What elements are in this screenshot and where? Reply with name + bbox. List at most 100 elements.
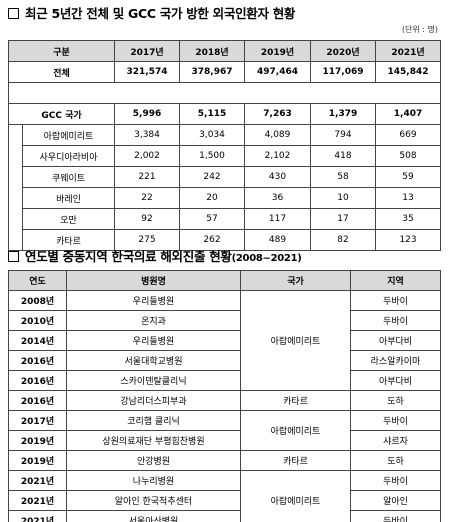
value-cell: 221 bbox=[114, 166, 180, 188]
table1-gcc-row: GCC 국가 5,996 5,115 7,263 1,379 1,407 bbox=[8, 103, 441, 125]
section1-title-text: 최근 5년간 전체 및 GCC 국가 방한 외국인환자 현황 bbox=[25, 6, 296, 21]
country-cell: 카타르 bbox=[240, 390, 351, 411]
value-cell: 59 bbox=[375, 166, 441, 188]
header-cell: 2020년 bbox=[310, 40, 376, 62]
region-cell: 알아인 bbox=[350, 490, 441, 511]
row-label: 바레인 bbox=[22, 187, 115, 209]
value-cell: 1,500 bbox=[179, 145, 245, 167]
row-label: 전체 bbox=[8, 61, 115, 83]
region-cell: 두바이 bbox=[350, 310, 441, 331]
region-cell: 아부다비 bbox=[350, 370, 441, 391]
value-cell: 57 bbox=[179, 208, 245, 230]
value-cell: 262 bbox=[179, 229, 245, 251]
header-cell: 2019년 bbox=[244, 40, 311, 62]
value-cell: 123 bbox=[375, 229, 441, 251]
header-cell: 지역 bbox=[350, 270, 441, 291]
value-cell: 22 bbox=[114, 187, 180, 209]
table-row: 2016년 강남리더스피부과 카타르 도하 bbox=[8, 390, 441, 411]
table-row: 2016년 서울대학교병원 라스알카이마 bbox=[8, 350, 441, 371]
overseas-expansion-table: 연도 병원명 국가 지역 2008년 우리들병원 아랍에미리트 두바이 2010… bbox=[8, 270, 441, 522]
region-cell: 도하 bbox=[350, 390, 441, 411]
hospital-cell: 스카이덴탈클리닉 bbox=[66, 370, 241, 391]
year-cell: 2021년 bbox=[8, 490, 67, 511]
table1-country-row: 바레인 22 20 36 10 13 bbox=[9, 187, 441, 209]
country-cell: 아랍에미리트 bbox=[240, 410, 351, 451]
table-row: 2021년 나누리병원 아랍에미리트 두바이 bbox=[8, 470, 441, 522]
table-row: 2019년 상원의료재단 부평힘찬병원 샤르자 bbox=[8, 430, 441, 451]
row-label: 쿠웨이트 bbox=[22, 166, 115, 188]
value-cell: 321,574 bbox=[114, 61, 180, 83]
value-cell: 489 bbox=[244, 229, 311, 251]
region-cell: 두바이 bbox=[350, 290, 441, 311]
value-cell: 36 bbox=[244, 187, 311, 209]
value-cell: 20 bbox=[179, 187, 245, 209]
value-cell: 13 bbox=[375, 187, 441, 209]
hospital-cell: 서울대학교병원 bbox=[66, 350, 241, 371]
year-cell: 2019년 bbox=[8, 450, 67, 471]
row-label: GCC 국가 bbox=[8, 103, 115, 125]
table1-country-row: 오만 92 57 117 17 35 bbox=[9, 208, 441, 230]
value-cell: 497,464 bbox=[244, 61, 311, 83]
row-label: 오만 bbox=[22, 208, 115, 230]
checkbox-square-icon bbox=[8, 8, 19, 19]
value-cell: 430 bbox=[244, 166, 311, 188]
gap-cell bbox=[8, 82, 441, 104]
table-row: 2021년 서울아산병원 두바이 bbox=[8, 510, 441, 522]
value-cell: 17 bbox=[310, 208, 376, 230]
checkbox-square-icon bbox=[8, 251, 19, 262]
value-cell: 275 bbox=[114, 229, 180, 251]
value-cell: 7,263 bbox=[244, 103, 311, 125]
hospital-cell: 강남리더스피부과 bbox=[66, 390, 241, 411]
value-cell: 58 bbox=[310, 166, 376, 188]
table-row: 2019년 안강병원 카타르 도하 bbox=[8, 450, 441, 471]
hospital-cell: 상원의료재단 부평힘찬병원 bbox=[66, 430, 241, 451]
row-label: 사우디아라비아 bbox=[22, 145, 115, 167]
value-cell: 92 bbox=[114, 208, 180, 230]
value-cell: 10 bbox=[310, 187, 376, 209]
hospital-cell: 알아인 한국척추센터 bbox=[66, 490, 241, 511]
foreign-patients-table: 구분 2017년 2018년 2019년 2020년 2021년 전체 321,… bbox=[8, 40, 441, 251]
country-cell: 아랍에미리트 bbox=[240, 470, 351, 522]
region-cell: 라스알카이마 bbox=[350, 350, 441, 371]
row-label: 카타르 bbox=[22, 229, 115, 251]
section2-title-text: 연도별 중동지역 한국의료 해외진출 현황 bbox=[25, 249, 232, 264]
value-cell: 117 bbox=[244, 208, 311, 230]
year-cell: 2016년 bbox=[8, 390, 67, 411]
year-cell: 2016년 bbox=[8, 370, 67, 391]
value-cell: 2,002 bbox=[114, 145, 180, 167]
value-cell: 418 bbox=[310, 145, 376, 167]
value-cell: 5,996 bbox=[114, 103, 180, 125]
value-cell: 2,102 bbox=[244, 145, 311, 167]
table1-country-row: 카타르 275 262 489 82 123 bbox=[9, 229, 441, 251]
table1-header-row: 구분 2017년 2018년 2019년 2020년 2021년 bbox=[8, 40, 441, 62]
table-row: 2016년 스카이덴탈클리닉 아부다비 bbox=[8, 370, 441, 391]
value-cell: 242 bbox=[179, 166, 245, 188]
year-cell: 2008년 bbox=[8, 290, 67, 311]
header-cell: 국가 bbox=[240, 270, 351, 291]
header-cell: 구분 bbox=[8, 40, 115, 62]
section1-title: 최근 5년간 전체 및 GCC 국가 방한 외국인환자 현황 bbox=[8, 3, 295, 22]
hospital-cell: 코리햄 클리닉 bbox=[66, 410, 241, 431]
value-cell: 1,379 bbox=[310, 103, 376, 125]
header-cell: 2018년 bbox=[179, 40, 245, 62]
table-row: 2010년 온지과 두바이 bbox=[8, 310, 441, 331]
year-cell: 2017년 bbox=[8, 410, 67, 431]
region-cell: 두바이 bbox=[350, 470, 441, 491]
header-cell: 2021년 bbox=[375, 40, 441, 62]
unit-label: (단위 : 명) bbox=[401, 25, 438, 34]
hospital-cell: 나누리병원 bbox=[66, 470, 241, 491]
table-row: 2014년 우리들병원 아부다비 bbox=[8, 330, 441, 351]
table2-header-row: 연도 병원명 국가 지역 bbox=[8, 270, 441, 291]
section2-range: (2008~2021) bbox=[231, 253, 302, 264]
value-cell: 4,089 bbox=[244, 124, 311, 146]
table1-country-row: 아랍에미리트 3,384 3,034 4,089 794 669 bbox=[8, 124, 441, 251]
value-cell: 35 bbox=[375, 208, 441, 230]
value-cell: 82 bbox=[310, 229, 376, 251]
region-cell: 도하 bbox=[350, 450, 441, 471]
value-cell: 508 bbox=[375, 145, 441, 167]
row-label: 아랍에미리트 bbox=[22, 124, 115, 146]
year-cell: 2010년 bbox=[8, 310, 67, 331]
hospital-cell: 안강병원 bbox=[66, 450, 241, 471]
value-cell: 3,384 bbox=[114, 124, 180, 146]
table1-gap-row bbox=[8, 82, 441, 104]
